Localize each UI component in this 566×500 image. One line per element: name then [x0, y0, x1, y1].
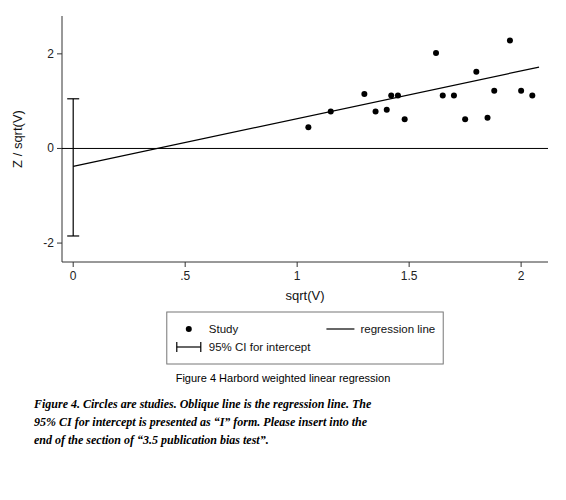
caption: Figure 4 Harbord weighted linear regress…	[176, 372, 391, 384]
study-point	[373, 109, 379, 115]
legend-item: 95% CI for intercept	[177, 341, 311, 353]
note-line: end of the section of “3.5 publication b…	[34, 433, 269, 447]
x-tick-label: 2	[518, 269, 525, 283]
plot-area	[62, 38, 548, 236]
legend-swatch-cap	[200, 342, 201, 352]
x-tick	[185, 262, 186, 267]
study-point	[361, 91, 367, 97]
ci-bar	[73, 99, 74, 236]
study-point	[451, 92, 457, 98]
study-point	[491, 88, 497, 94]
study-point	[518, 88, 524, 94]
y-tick-label: 0	[47, 141, 54, 155]
legend-swatch-cap	[176, 342, 177, 352]
regression-line	[73, 67, 539, 166]
y-tick	[57, 53, 62, 54]
x-tick	[409, 262, 410, 267]
study-point	[507, 38, 513, 44]
ci-cap-bottom	[67, 235, 79, 236]
y-tick-label: 2	[47, 47, 54, 61]
ci-cap-top	[67, 98, 79, 99]
y-tick	[57, 148, 62, 149]
note-line: 95% CI for intercept is presented as “I”…	[34, 415, 368, 429]
study-point	[433, 50, 439, 56]
legend-swatch	[177, 346, 201, 347]
y-tick-label: -2	[43, 236, 54, 250]
study-point	[529, 92, 535, 98]
y-tick	[57, 243, 62, 244]
study-point	[440, 92, 446, 98]
reference-line	[62, 148, 548, 149]
study-point	[384, 107, 390, 113]
x-axis-label: sqrt(V)	[286, 288, 325, 303]
note-line: Figure 4. Circles are studies. Oblique l…	[33, 397, 372, 411]
y-axis-label: Z / sqrt(V)	[10, 110, 25, 168]
y-axis-line	[62, 16, 63, 262]
legend-swatch	[186, 326, 192, 332]
x-tick	[73, 262, 74, 267]
x-tick-label: 1.5	[401, 269, 418, 283]
chart: 0 .5 1 1.5 2 -2 0 2 sqrt(V) Z / sqrt(V) Study regre…	[0, 0, 566, 500]
legend-label: regression line	[360, 323, 435, 335]
legend: Study regression line 95% CI for intercept	[167, 312, 443, 364]
x-tick-label: .5	[180, 269, 190, 283]
legend-label: 95% CI for intercept	[209, 341, 311, 353]
x-tick	[521, 262, 522, 267]
study-point	[402, 116, 408, 122]
legend-label: Study	[209, 323, 239, 335]
study-point	[473, 69, 479, 75]
x-tick	[297, 262, 298, 267]
study-point	[485, 115, 491, 121]
x-tick-label: 1	[294, 269, 301, 283]
legend-item: Study	[186, 323, 239, 335]
legend-box	[167, 312, 443, 364]
x-axis-line	[62, 262, 548, 263]
x-tick-label: 0	[70, 269, 77, 283]
study-point	[462, 116, 468, 122]
legend-item: regression line	[326, 323, 435, 335]
legend-swatch	[326, 328, 354, 329]
study-point	[305, 124, 311, 130]
